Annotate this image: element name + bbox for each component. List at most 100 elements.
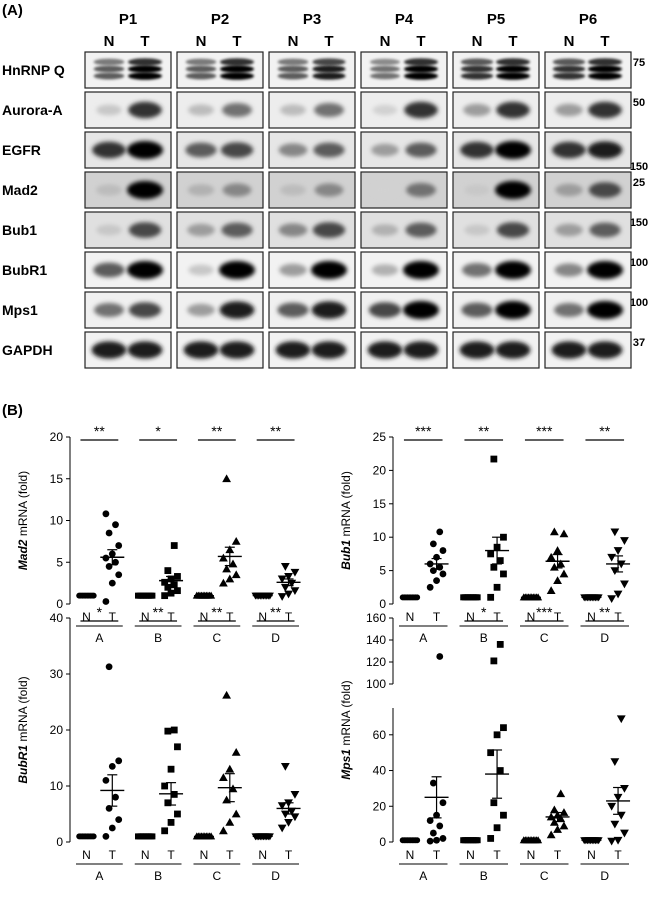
- group-label: D: [600, 869, 609, 883]
- y-tick-label: 25: [373, 430, 387, 444]
- protein-band: [277, 72, 309, 80]
- data-point: [102, 510, 110, 518]
- significance-label: **: [94, 423, 105, 439]
- data-point: [222, 690, 231, 699]
- data-point: [231, 570, 241, 579]
- protein-band: [185, 72, 217, 80]
- y-axis-label: Bub1 mRNA (fold): [339, 471, 353, 570]
- significance-label: **: [599, 423, 610, 439]
- data-point: [219, 826, 228, 835]
- data-point: [496, 641, 504, 648]
- condition-label-t: T: [614, 610, 622, 624]
- protein-band: [280, 184, 306, 196]
- significance-label: *: [155, 423, 161, 439]
- lane-label-t: T: [508, 33, 517, 50]
- y-tick-label: 5: [56, 555, 63, 569]
- group-label: C: [213, 631, 222, 645]
- y-tick-label: 10: [373, 530, 387, 544]
- data-point: [620, 580, 629, 589]
- significance-label: ***: [536, 423, 553, 439]
- data-point: [167, 589, 175, 597]
- data-point: [231, 536, 241, 545]
- data-point: [436, 653, 444, 660]
- condition-label-t: T: [167, 848, 175, 862]
- protein-band: [405, 222, 437, 238]
- significance-label: **: [478, 423, 489, 439]
- lane-label-n: N: [472, 33, 483, 50]
- y-tick-label: 120: [366, 655, 386, 669]
- data-point: [108, 763, 116, 770]
- group-label: B: [154, 869, 162, 883]
- protein-band: [496, 58, 530, 66]
- condition-label-n: N: [200, 610, 209, 624]
- y-tick-label: 100: [366, 677, 386, 691]
- data-point: [277, 824, 287, 833]
- protein-label-bubr1: BubR1: [2, 262, 47, 278]
- protein-band: [277, 58, 309, 66]
- data-point: [496, 767, 504, 774]
- data-point: [170, 542, 178, 549]
- protein-band: [128, 58, 162, 66]
- condition-label-t: T: [493, 848, 501, 862]
- lane-label-n: N: [196, 33, 207, 50]
- data-point: [487, 835, 495, 842]
- y-tick-label: 15: [373, 497, 387, 511]
- lane-label-n: N: [104, 33, 115, 50]
- marker-label: 37: [633, 337, 645, 349]
- protein-band: [460, 65, 494, 73]
- protein-band: [277, 65, 309, 73]
- data-point: [277, 575, 287, 584]
- data-point: [433, 577, 440, 585]
- protein-band: [496, 101, 530, 119]
- group-label: B: [480, 869, 488, 883]
- protein-band: [277, 302, 309, 318]
- y-axis-label: Mad2 mRNA (fold): [16, 471, 30, 570]
- protein-band: [187, 223, 215, 237]
- protein-band: [588, 101, 622, 119]
- marker-label: 75: [633, 57, 645, 69]
- condition-label-n: N: [200, 848, 209, 862]
- y-axis-label-unit: mRNA (fold): [16, 676, 30, 745]
- condition-label-t: T: [285, 610, 293, 624]
- protein-band: [96, 184, 122, 196]
- data-point: [167, 765, 175, 773]
- protein-band: [459, 341, 495, 359]
- protein-band: [222, 103, 252, 117]
- y-tick-label: 20: [50, 723, 64, 737]
- data-point: [613, 836, 623, 845]
- protein-band: [588, 72, 622, 80]
- data-point: [161, 782, 169, 790]
- data-point: [115, 542, 123, 549]
- protein-band: [589, 222, 621, 238]
- protein-label-mad2: Mad2: [2, 182, 38, 198]
- lane-label-n: N: [288, 33, 299, 50]
- significance-label: *: [97, 604, 103, 620]
- data-point: [105, 563, 113, 570]
- y-tick-label: 5: [379, 564, 386, 578]
- data-point: [610, 528, 620, 537]
- protein-band: [220, 142, 254, 158]
- protein-band: [183, 341, 219, 359]
- data-point: [225, 574, 235, 583]
- data-point: [607, 553, 617, 562]
- data-point: [553, 576, 562, 585]
- data-point: [277, 593, 287, 601]
- protein-band: [220, 58, 254, 66]
- y-tick-label: 20: [373, 799, 387, 813]
- protein-band: [96, 104, 122, 116]
- condition-label-t: T: [109, 610, 117, 624]
- data-point: [559, 569, 569, 578]
- data-point: [105, 663, 113, 671]
- protein-band: [312, 58, 346, 66]
- significance-label: **: [599, 604, 610, 620]
- significance-label: ***: [415, 423, 432, 439]
- protein-band: [587, 301, 623, 319]
- data-point: [607, 837, 617, 846]
- protein-band: [555, 223, 583, 237]
- data-point: [287, 807, 297, 816]
- protein-band: [279, 263, 307, 277]
- protein-band: [128, 65, 162, 73]
